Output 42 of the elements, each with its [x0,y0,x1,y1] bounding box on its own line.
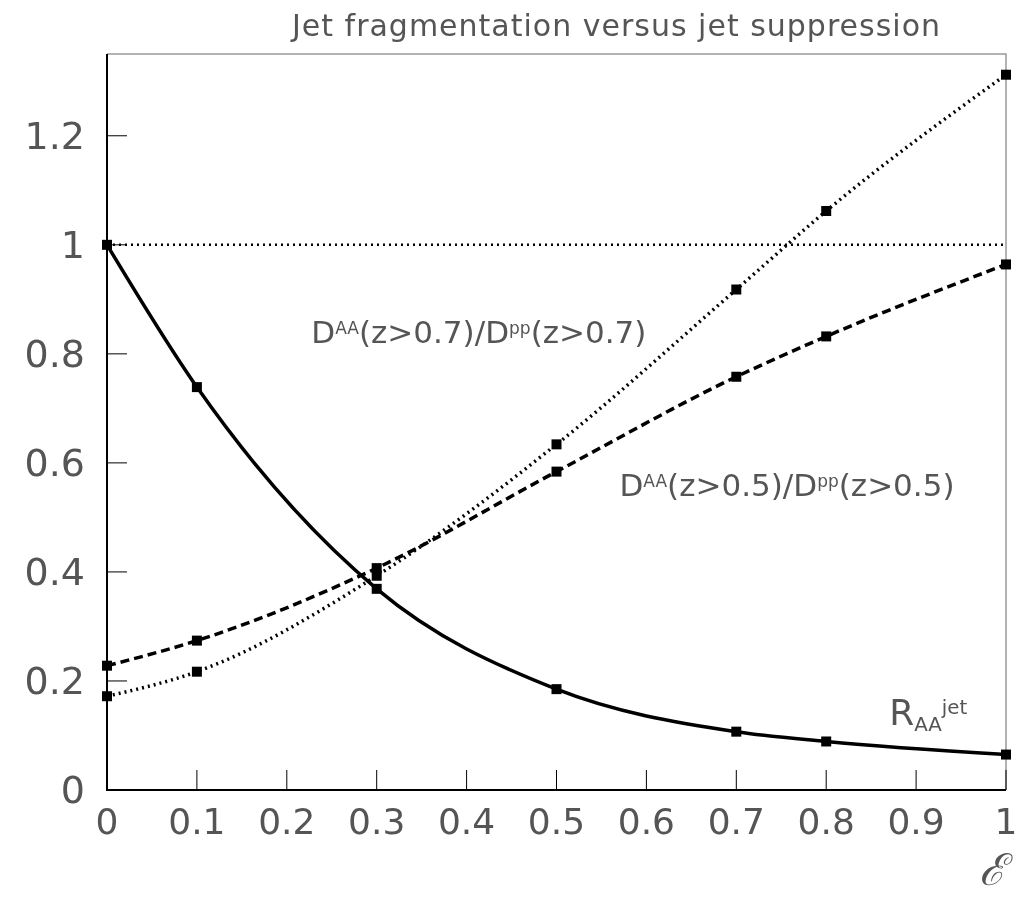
point [191,382,202,393]
point [191,666,202,677]
point [551,466,562,477]
x-tick-label: 0.1 [168,801,226,842]
series-label: D$^{AA}$(z>0.5)/D$^{pp}$(z>0.5) [619,466,955,503]
point [371,563,382,574]
x-tick-label: 0.9 [887,801,945,842]
x-tick-label: 0.2 [258,801,316,842]
point [102,691,112,702]
chart-title: Jet fragmentation versus jet suppression [289,8,942,43]
y-tick-label: 0.8 [24,331,85,376]
y-tick-label: 0 [60,768,85,812]
x-tick-label: 0.7 [707,801,765,842]
x-tick-label: 0.6 [617,801,676,842]
point [1001,749,1011,760]
point [191,635,202,646]
x-tick-label: 0.3 [348,801,406,842]
point [821,331,832,342]
point [371,583,382,594]
x-axis-title: ℰ [979,844,1013,895]
x-tick-label: 1 [994,801,1018,842]
point [731,726,742,737]
point [551,439,562,450]
series-label: D$^{AA}$(z>0.7)/D$^{pp}$(z>0.7) [311,313,647,350]
x-tick-label: 0 [95,801,119,842]
point [102,239,112,250]
point [731,371,742,382]
point [731,284,742,295]
point [551,684,562,695]
x-tick-label: 0.8 [797,801,855,842]
y-tick-label: 0.2 [24,658,85,703]
point [102,660,112,671]
point [1001,259,1011,270]
y-tick-label: 0.4 [24,549,85,594]
y-tick-label: 1 [60,222,85,267]
point [1001,69,1011,80]
x-tick-label: 0.5 [527,801,586,842]
y-tick-label: 0.6 [24,440,85,485]
point [821,206,832,217]
y-tick-label: 1.2 [24,113,85,158]
x-tick-label: 0.4 [437,801,496,842]
point [821,736,832,747]
